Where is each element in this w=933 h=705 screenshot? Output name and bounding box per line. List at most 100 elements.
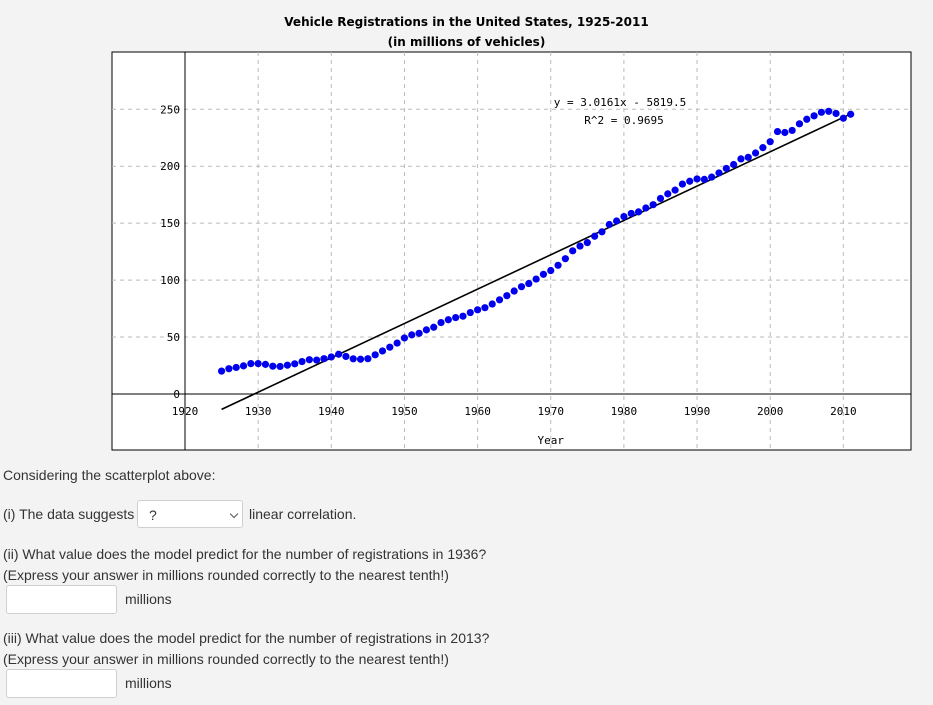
data-point (788, 126, 796, 135)
prompt-text: Considering the scatterplot above: (3, 467, 216, 483)
data-point (342, 352, 350, 361)
data-point (686, 177, 694, 185)
data-point (488, 300, 496, 308)
data-point (722, 164, 730, 173)
data-point (437, 318, 445, 327)
data-point (356, 355, 365, 363)
data-point (503, 292, 511, 300)
data-point (737, 155, 745, 163)
data-point (400, 334, 409, 342)
correlation-select-value: ? (149, 507, 157, 523)
data-point (261, 360, 270, 368)
x-tick-label: 1980 (611, 405, 638, 418)
data-point (634, 208, 643, 216)
q2-answer-input[interactable] (6, 585, 117, 614)
data-point (561, 255, 569, 263)
data-point (452, 313, 460, 322)
data-point (547, 266, 555, 275)
data-point (525, 279, 533, 288)
data-point (649, 201, 657, 209)
data-point (671, 186, 679, 194)
data-point (386, 343, 394, 351)
data-point (313, 356, 321, 364)
data-point (817, 108, 826, 116)
data-point (832, 109, 840, 118)
data-point (554, 261, 562, 269)
data-point (481, 304, 489, 312)
r-squared-label: R^2 = 0.9695 (584, 114, 663, 127)
data-point (371, 351, 379, 359)
data-point (247, 359, 255, 368)
data-point (539, 270, 548, 278)
q3-question: (iii) What value does the model predict … (3, 630, 490, 646)
data-point (320, 355, 328, 363)
data-point (217, 367, 226, 375)
x-tick-label: 2000 (757, 405, 784, 418)
y-tick-label: 200 (160, 160, 180, 173)
q3-instruction: (Express your answer in millions rounded… (3, 651, 449, 667)
y-tick-label: 50 (167, 331, 180, 344)
data-point (298, 357, 306, 366)
data-point (393, 339, 401, 347)
data-point (803, 115, 811, 123)
data-point (591, 232, 599, 240)
data-point (232, 363, 240, 372)
correlation-select[interactable]: ? (137, 500, 243, 528)
q1-prefix: (i) The data suggests (3, 506, 135, 522)
data-point (349, 355, 357, 363)
x-tick-label: 1940 (318, 405, 345, 418)
data-point (327, 353, 335, 361)
q1-suffix: linear correlation. (249, 506, 357, 522)
data-point (781, 128, 789, 137)
data-point (430, 323, 438, 331)
x-axis-label: Year (538, 434, 565, 447)
chart-subtitle: (in millions of vehicles) (387, 35, 546, 49)
data-point (444, 316, 452, 324)
data-point (459, 312, 467, 320)
chevron-down-icon (229, 509, 239, 519)
data-point (532, 275, 540, 283)
data-point (378, 347, 387, 355)
data-point (239, 362, 248, 370)
data-point (847, 110, 855, 118)
data-point (415, 329, 423, 337)
q2-question: (ii) What value does the model predict f… (3, 546, 487, 562)
data-point (276, 362, 284, 371)
data-point (605, 220, 613, 229)
data-point (466, 308, 474, 317)
data-point (693, 175, 701, 183)
q3-unit: millions (125, 675, 172, 691)
data-point (510, 287, 518, 295)
data-point (744, 153, 752, 161)
x-tick-label: 1970 (538, 405, 565, 418)
data-point (627, 209, 635, 218)
data-point (269, 362, 277, 370)
q2-unit: millions (125, 591, 172, 607)
chart-title-main: Vehicle Registrations in the United Stat… (284, 15, 649, 29)
data-point (759, 144, 767, 152)
data-point (225, 365, 233, 373)
data-point (583, 239, 591, 247)
data-point (766, 138, 774, 146)
y-tick-label: 250 (160, 103, 180, 116)
data-point (664, 190, 672, 198)
x-tick-label: 1990 (684, 405, 711, 418)
data-point (305, 356, 313, 364)
scatter-chart: 1920 1930 1940 1950 1960 1970 1980 1990 2000 2010… (111, 51, 912, 451)
data-point (598, 228, 606, 236)
data-point (678, 180, 687, 188)
data-point (795, 120, 804, 128)
data-point (474, 306, 482, 314)
y-tick-label: 0 (173, 388, 180, 401)
data-point (708, 173, 716, 181)
data-point (422, 326, 430, 334)
y-tick-label: 100 (160, 274, 180, 287)
data-point (576, 242, 584, 250)
trendline-equation: y = 3.0161x - 5819.5 (554, 96, 686, 109)
data-point (517, 283, 526, 291)
data-point (620, 212, 628, 221)
data-point (656, 194, 665, 203)
q3-answer-input[interactable] (6, 669, 117, 698)
data-point (283, 361, 292, 369)
q2-instruction: (Express your answer in millions rounded… (3, 567, 449, 583)
